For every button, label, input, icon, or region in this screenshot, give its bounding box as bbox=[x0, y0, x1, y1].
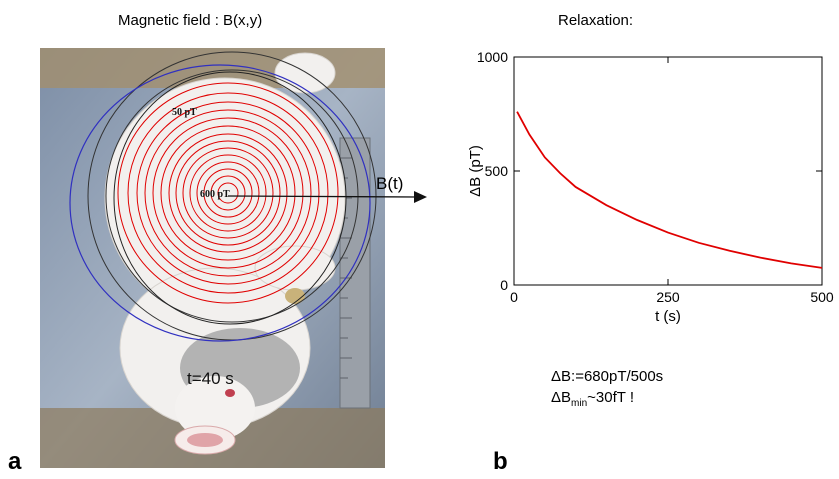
delta-b-min-note: ΔBmin~30fT ! bbox=[551, 389, 634, 409]
rabbit-photo-with-contours: 50 pT 600 pT t=40 s bbox=[40, 48, 385, 468]
y-tick-label: 1000 bbox=[477, 49, 508, 65]
panel-a-title: Magnetic field : B(x,y) bbox=[118, 12, 263, 29]
relaxation-chart: 0 250 500 0 500 1000 t (s) ΔB (pT) bbox=[467, 49, 834, 325]
panel-b-title: Relaxation: bbox=[558, 12, 634, 29]
x-tick-label: 250 bbox=[656, 289, 680, 305]
arrow-line bbox=[227, 195, 417, 198]
delta-b-rate-note: ΔB:=680pT/500s bbox=[551, 368, 664, 385]
panel-letter-a: a bbox=[8, 448, 22, 475]
time-label: t=40 s bbox=[187, 369, 234, 388]
rabbit-paw bbox=[285, 288, 305, 304]
contour-label-50pt: 50 pT bbox=[172, 107, 197, 118]
rabbit-eye bbox=[225, 389, 235, 397]
min-subscript: min bbox=[571, 398, 588, 409]
y-tick-label: 500 bbox=[485, 163, 509, 179]
rabbit-ear-inner bbox=[187, 433, 223, 447]
rabbit-head bbox=[175, 376, 255, 440]
arrow-label: B(t) bbox=[376, 174, 404, 193]
contour-black-inner bbox=[113, 71, 347, 325]
x-tick-label: 0 bbox=[510, 289, 518, 305]
contour-label-600pt: 600 pT bbox=[200, 189, 230, 200]
delta-b-symbol: ΔB bbox=[551, 389, 572, 406]
contour-map-svg: 50 pT 600 pT t=40 s bbox=[40, 48, 385, 468]
arrow-head bbox=[414, 191, 427, 203]
y-tick-label: 0 bbox=[500, 277, 508, 293]
contour-red-rings bbox=[117, 82, 339, 304]
relaxation-curve bbox=[516, 111, 823, 269]
plot-frame bbox=[513, 56, 823, 286]
contour-blue bbox=[69, 64, 371, 342]
delta-b-min-value: ~30fT ! bbox=[587, 389, 634, 406]
x-tick-label: 500 bbox=[810, 289, 834, 305]
panel-letter-b: b bbox=[493, 448, 508, 475]
y-axis-label: ΔB (pT) bbox=[467, 145, 484, 197]
x-axis-label: t (s) bbox=[655, 308, 681, 325]
contour-black bbox=[105, 69, 359, 323]
